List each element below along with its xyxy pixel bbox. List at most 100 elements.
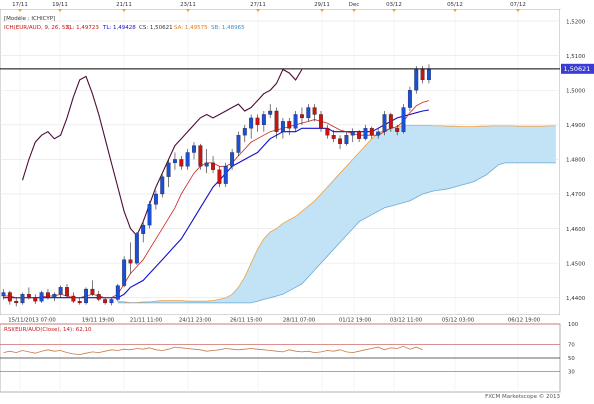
rsi-level-label: 30 bbox=[568, 370, 575, 376]
candle-body bbox=[420, 69, 425, 81]
candle bbox=[52, 292, 57, 302]
candle-body bbox=[204, 162, 209, 167]
candle bbox=[325, 124, 330, 139]
candle-body bbox=[14, 301, 19, 304]
candle-body bbox=[236, 135, 241, 153]
candle bbox=[306, 104, 311, 122]
top-axis-marker bbox=[58, 9, 62, 12]
candle bbox=[14, 297, 19, 307]
candle bbox=[268, 104, 273, 118]
candle bbox=[185, 149, 190, 170]
candle bbox=[7, 290, 12, 305]
candle bbox=[198, 143, 203, 170]
candle-body bbox=[268, 110, 273, 115]
candle bbox=[26, 287, 31, 300]
candle bbox=[128, 242, 133, 274]
candle-body bbox=[350, 131, 355, 136]
candle-body bbox=[242, 128, 247, 136]
candle-body bbox=[280, 121, 285, 132]
rsi-level-label: 50 bbox=[568, 356, 575, 362]
candle bbox=[71, 292, 76, 303]
bottom-axis-labels: 15/11/2013 07:00 19/11 19:00 21/11 11:00 24… bbox=[8, 318, 540, 324]
candle bbox=[280, 117, 285, 139]
candle-body bbox=[166, 162, 171, 177]
ichimoku-cloud bbox=[117, 125, 556, 304]
candle bbox=[115, 283, 120, 302]
top-axis-label: 03/12 bbox=[386, 2, 402, 8]
price-tick-label: 1,4500 bbox=[566, 261, 586, 267]
candle bbox=[331, 130, 336, 143]
candle-body bbox=[46, 292, 50, 298]
candle-body bbox=[90, 288, 95, 295]
candle-body bbox=[414, 69, 419, 91]
candle-body bbox=[312, 107, 317, 115]
candle bbox=[109, 297, 114, 306]
bottom-axis-label: 06/12 19:00 bbox=[508, 318, 541, 324]
candle bbox=[261, 111, 266, 132]
senkou-span-a-line bbox=[117, 125, 556, 303]
bottom-axis-bg bbox=[0, 315, 594, 324]
candle-body bbox=[319, 114, 323, 129]
bottom-axis-label: 03/12 11:00 bbox=[390, 318, 423, 324]
candle bbox=[179, 155, 184, 170]
candle bbox=[1, 289, 6, 300]
candle bbox=[293, 111, 298, 132]
candle-body bbox=[128, 259, 133, 264]
candle-body bbox=[426, 68, 431, 81]
current-price-tag bbox=[561, 63, 594, 74]
top-axis-marker bbox=[122, 9, 126, 12]
top-axis-label: 05/12 bbox=[447, 2, 463, 8]
candle bbox=[141, 221, 146, 243]
price-tick-label: 1,5000 bbox=[566, 88, 586, 94]
chikou-span-line bbox=[21, 68, 303, 237]
candle-body bbox=[122, 259, 127, 286]
price-tick-label: 1,4600 bbox=[566, 227, 586, 233]
candle bbox=[376, 128, 381, 139]
candle-body bbox=[103, 299, 108, 304]
candle-body bbox=[401, 107, 406, 132]
top-axis-marker bbox=[352, 9, 356, 12]
candle-body bbox=[376, 131, 381, 136]
candle-body bbox=[185, 152, 190, 167]
bottom-axis-label: 19/11 19:00 bbox=[82, 318, 115, 324]
bottom-axis-label: 15/11/2013 07:00 bbox=[8, 318, 56, 324]
price-tick-label: 1,5100 bbox=[566, 54, 586, 60]
candle-body bbox=[306, 107, 311, 119]
candle bbox=[350, 128, 355, 143]
candle-body bbox=[160, 176, 165, 195]
bottom-axis-label: 28/11 07:00 bbox=[283, 318, 316, 324]
top-axis-label: 19/11 bbox=[52, 2, 68, 8]
rsi-level-label: 100 bbox=[568, 322, 579, 328]
price-tick-label: 1,5200 bbox=[566, 19, 586, 25]
candle bbox=[395, 124, 400, 136]
top-axis-marker bbox=[186, 9, 190, 12]
candle bbox=[255, 114, 260, 132]
price-axis-labels: 1,5200 1,5100 1,5000 1,4900 1,4800 1,4700 1,46… bbox=[566, 19, 586, 302]
candle-body bbox=[71, 295, 76, 302]
bottom-axis-label: 24/11 23:00 bbox=[179, 318, 212, 324]
candle-body bbox=[255, 117, 260, 125]
top-axis-label: Dec bbox=[349, 2, 360, 8]
candle-body bbox=[134, 233, 139, 264]
rsi-label: RSI(EUR/AUD(Close), 14): 62,10 bbox=[4, 327, 92, 333]
top-axis-marker bbox=[320, 9, 324, 12]
indicator-label: ICH(EUR/AUD, 9, 26, 52) bbox=[4, 25, 71, 31]
candle-body bbox=[338, 138, 342, 144]
top-axis-marker bbox=[453, 9, 457, 12]
candle bbox=[312, 104, 317, 122]
candle bbox=[46, 289, 50, 300]
candle-body bbox=[179, 159, 184, 167]
candle-body bbox=[58, 287, 63, 295]
candle-body bbox=[115, 285, 120, 300]
candle bbox=[33, 294, 38, 304]
rsi-level-lines bbox=[0, 323, 560, 372]
candle-body bbox=[357, 131, 362, 139]
senkou-span-b-line bbox=[117, 162, 556, 304]
candle-body bbox=[395, 128, 400, 132]
price-axis: 1,5200 1,5100 1,5000 1,4900 1,4800 1,4700 1,46… bbox=[560, 9, 594, 315]
price-tick-label: 1,4700 bbox=[566, 192, 586, 198]
candle bbox=[211, 155, 215, 174]
top-axis-labels: 17/11 19/11 21/11 23/11 27/11 29/11 Dec 03/12 05… bbox=[12, 2, 526, 12]
candle-body bbox=[407, 90, 412, 108]
candle bbox=[147, 200, 152, 229]
